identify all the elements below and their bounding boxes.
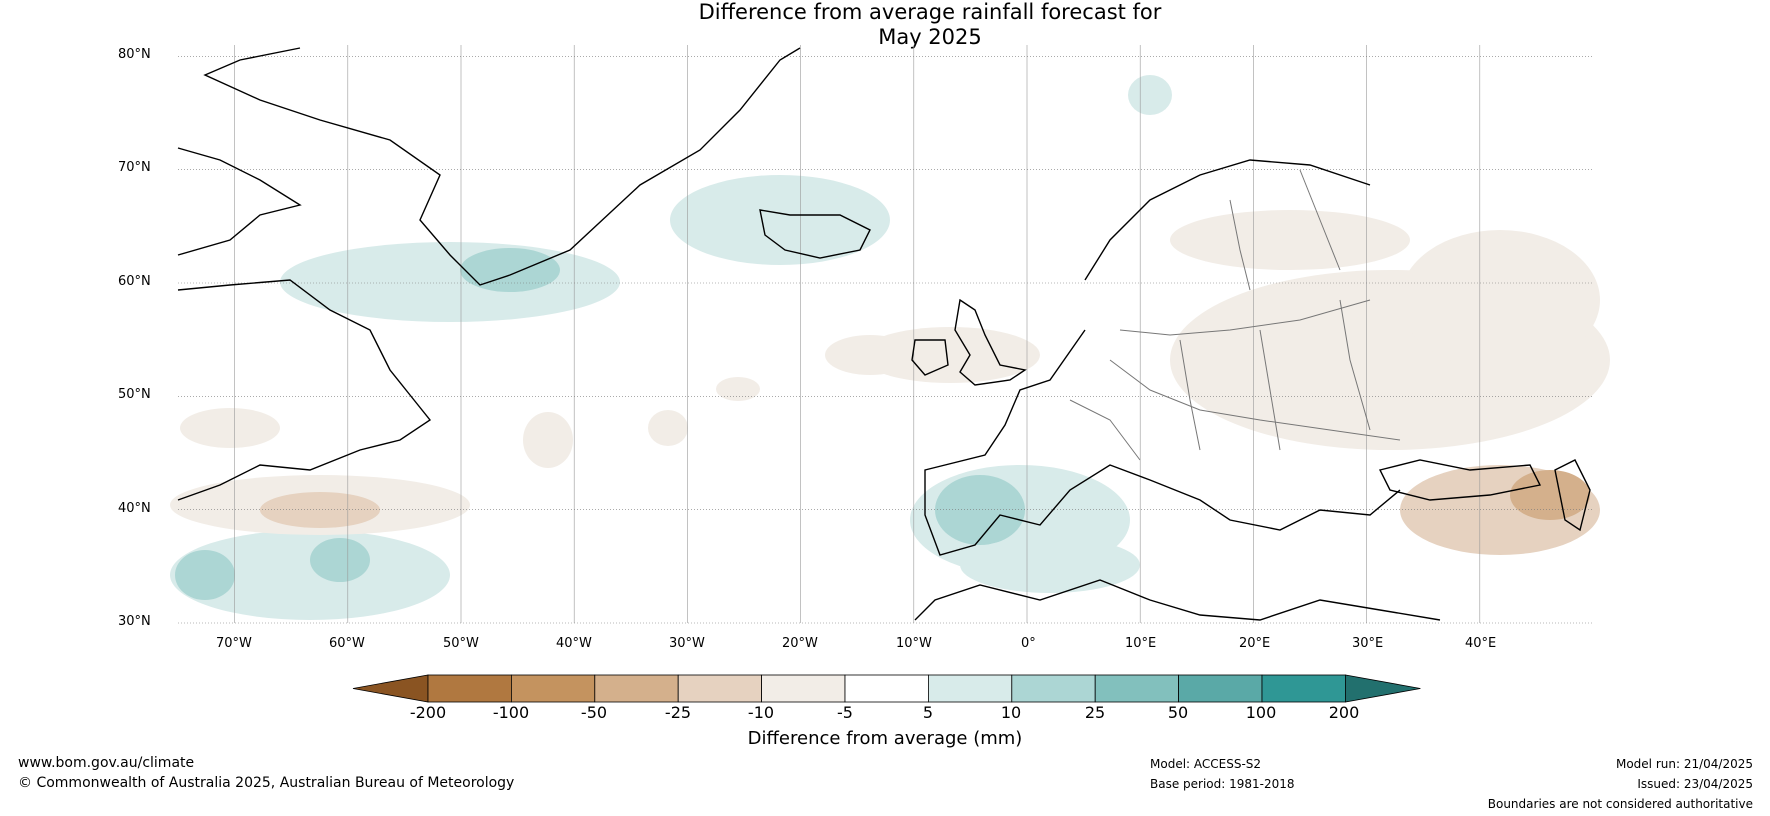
- disclaimer-text: Boundaries are not considered authoritat…: [1487, 797, 1753, 811]
- coast-caspian: [1554, 459, 1591, 532]
- anomaly-dry-atlantic-mid3: [716, 377, 760, 401]
- lon-label-30e: 30°E: [1352, 636, 1384, 651]
- country-borders: [1069, 169, 1401, 461]
- colorbar-label: -50: [580, 703, 608, 722]
- colorbar-title: Difference from average (mm): [747, 728, 1023, 749]
- colorbar-label: -100: [492, 703, 530, 722]
- lon-label-0: 0°: [1021, 636, 1036, 651]
- lon-label-20w: 20°W: [782, 636, 818, 651]
- colorbar-label: 100: [1245, 703, 1277, 722]
- anomaly-dry-atlantic-mid: [523, 412, 573, 468]
- anomaly-wet-atlantic-sw-core: [175, 550, 235, 600]
- coast-iceland: [759, 209, 871, 259]
- model-text: Model: ACCESS-S2: [1150, 757, 1262, 771]
- anomaly-dry-atlantic-w-core: [260, 492, 380, 528]
- anomaly-shading: [170, 75, 1610, 620]
- colorbar-swatch: [594, 674, 679, 703]
- colorbar-swatch: [1094, 674, 1179, 703]
- coastlines: [177, 47, 1591, 621]
- colorbar: [352, 674, 1421, 703]
- anomaly-dry-caucasus: [1510, 470, 1590, 520]
- colorbar-swatch: [761, 674, 846, 703]
- colorbar-label: -5: [837, 703, 853, 722]
- lat-label-70n: 70°N: [118, 160, 151, 175]
- colorbar-swatch: [677, 674, 763, 703]
- anomaly-wet-greenland-south: [460, 248, 560, 292]
- anomaly-wet-med: [960, 537, 1140, 593]
- base-period-text: Base period: 1981-2018: [1150, 777, 1295, 791]
- colorbar-label: 200: [1328, 703, 1360, 722]
- coast-africa-north: [914, 579, 1441, 621]
- anomaly-dry-newfoundland: [180, 408, 280, 448]
- copyright-text: © Commonwealth of Australia 2025, Austra…: [18, 775, 515, 791]
- anomaly-wet-iberia-core: [935, 475, 1025, 545]
- colorbar-swatch: [510, 674, 596, 703]
- coast-norway: [1084, 159, 1371, 281]
- map-title-line1: Difference from average rainfall forecas…: [698, 0, 1162, 24]
- coast-canada-arctic: [177, 147, 302, 256]
- lon-label-70w: 70°W: [216, 636, 252, 651]
- colorbar-label: -25: [664, 703, 692, 722]
- lon-label-30w: 30°W: [669, 636, 705, 651]
- colorbar-label: 25: [1084, 703, 1106, 722]
- anomaly-dry-atlantic-mid2: [648, 410, 688, 446]
- map-title-line2: May 2025: [878, 25, 982, 49]
- colorbar-label: -200: [409, 703, 447, 722]
- anomaly-wet-iceland: [670, 175, 890, 265]
- colorbar-swatch: [1178, 674, 1263, 703]
- lat-label-40n: 40°N: [118, 501, 151, 516]
- colorbar-label: 10: [1000, 703, 1022, 722]
- lon-label-20e: 20°E: [1239, 636, 1271, 651]
- model-run-text: Model run: 21/04/2025: [1615, 757, 1753, 771]
- lon-label-50w: 50°W: [443, 636, 479, 651]
- coast-uk: [954, 298, 1027, 386]
- colorbar-swatch: [427, 674, 512, 703]
- coast-greenland: [203, 47, 801, 286]
- colorbar-label: 5: [922, 703, 934, 722]
- coast-ireland: [911, 339, 949, 376]
- anomaly-wet-atlantic-sw-core2: [310, 538, 370, 582]
- colorbar-swatch: [1261, 674, 1346, 703]
- graticule: [178, 45, 1593, 624]
- colorbar-extend-low: [352, 674, 429, 703]
- coast-europe-west: [924, 329, 1401, 556]
- lon-label-40e: 40°E: [1465, 636, 1497, 651]
- anomaly-wet-svalbard: [1128, 75, 1172, 115]
- coast-labrador: [177, 279, 432, 501]
- lon-label-10w: 10°W: [896, 636, 932, 651]
- anomaly-dry-atlantic-mid4: [825, 335, 915, 375]
- colorbar-swatch: [928, 674, 1013, 703]
- lat-label-80n: 80°N: [118, 47, 151, 62]
- lat-label-30n: 30°N: [118, 614, 151, 629]
- map-title: Difference from average rainfall forecas…: [600, 0, 1260, 50]
- lon-label-10e: 10°E: [1125, 636, 1157, 651]
- colorbar-label: 50: [1167, 703, 1189, 722]
- lon-label-60w: 60°W: [329, 636, 365, 651]
- colorbar-swatch: [1011, 674, 1096, 703]
- issued-text: Issued: 23/04/2025: [1637, 777, 1753, 791]
- anomaly-dry-uk: [860, 327, 1040, 383]
- map-panel: [170, 45, 1610, 624]
- anomaly-dry-scandinavia: [1170, 210, 1410, 270]
- coast-black-sea: [1378, 459, 1542, 501]
- lat-label-60n: 60°N: [118, 274, 151, 289]
- colorbar-extend-high: [1345, 674, 1421, 703]
- website-link[interactable]: www.bom.gov.au/climate: [18, 755, 195, 771]
- anomaly-wet-atlantic-sw: [170, 530, 450, 620]
- anomaly-dry-russia: [1400, 230, 1600, 370]
- lat-label-50n: 50°N: [118, 387, 151, 402]
- lon-label-40w: 40°W: [556, 636, 592, 651]
- colorbar-swatch: [844, 674, 929, 703]
- colorbar-label: -10: [747, 703, 775, 722]
